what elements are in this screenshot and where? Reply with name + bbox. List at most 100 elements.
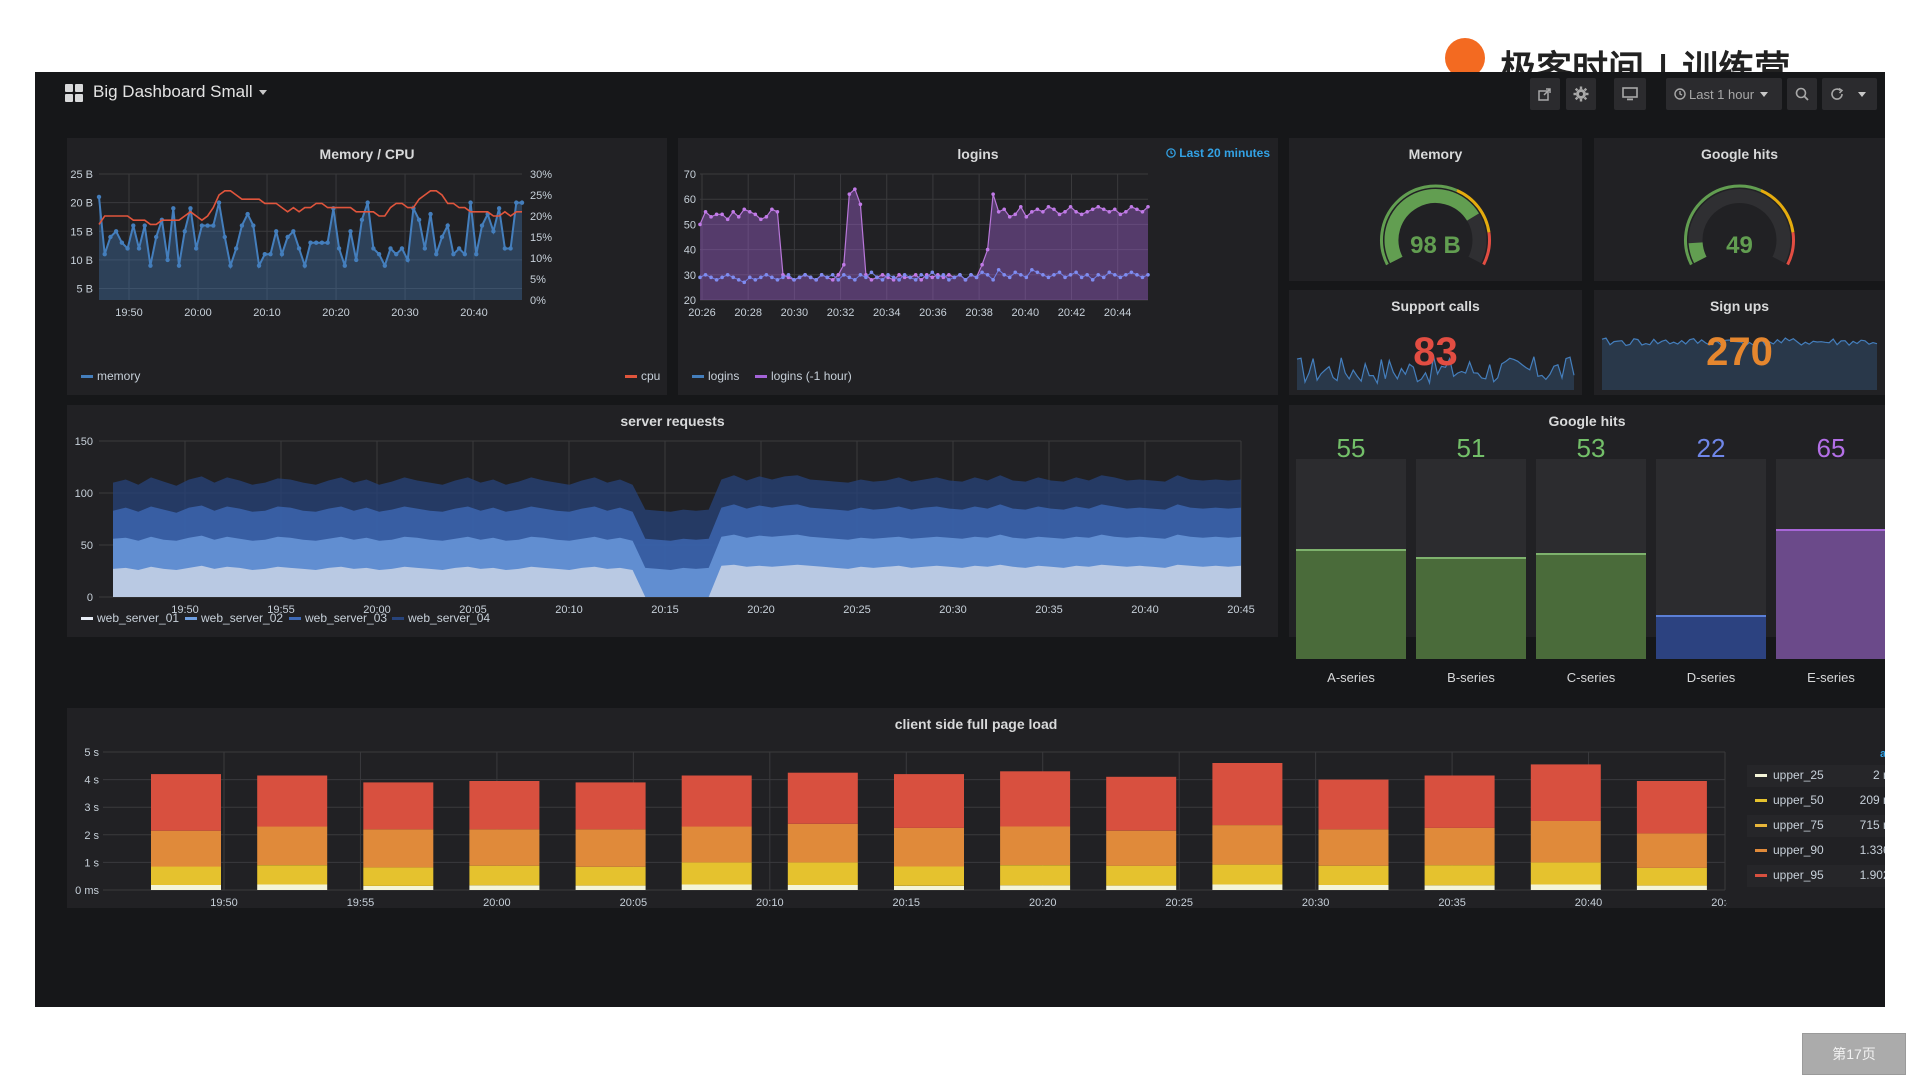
gauge-fill (1688, 241, 1707, 264)
memory-point (182, 229, 187, 234)
memory-point (416, 217, 422, 223)
panel-logins[interactable]: logins Last 20 minutes 70 60 50 40 30 20 20:26… (678, 138, 1278, 395)
memory-cpu-chart[interactable]: 25 B 20 B 15 B 10 B 5 B 30% 25% 20% 15% 10% 5% 0% 19… (67, 138, 667, 395)
x-tick-label: 20:20 (1029, 897, 1057, 908)
logins-prev-point (1052, 273, 1056, 277)
legend-upper-95[interactable]: upper_95 1.902 s (1747, 865, 1885, 887)
logins-point (891, 278, 896, 282)
x-tick-label: 20:40 (1575, 897, 1603, 908)
legend-header-avg[interactable]: avg (1880, 748, 1885, 760)
logins-point (864, 273, 868, 277)
bar-value: 22 (1696, 433, 1726, 463)
panel-memory-cpu[interactable]: Memory / CPU 25 B 20 B 15 B 10 B 5 B 30% 25% 20… (67, 138, 667, 395)
gauge-threshold-yellow (1456, 189, 1491, 233)
panel-sign-ups[interactable]: Sign ups 270 (1594, 290, 1885, 395)
legend-label: logins (-1 hour) (771, 369, 852, 383)
page-load-legend: avg upper_25 2 ms upper_50 209 ms upper_75… (1747, 748, 1885, 908)
refresh-button[interactable] (1822, 78, 1877, 110)
logins-point (924, 273, 929, 277)
legend-logins[interactable]: logins (692, 369, 739, 383)
legend-swatch (755, 375, 767, 379)
y-tick-label: 0 ms (75, 885, 99, 897)
legend-swatch (1755, 874, 1767, 877)
time-picker-button[interactable]: Last 1 hour (1666, 78, 1782, 110)
zoom-out-button[interactable] (1787, 78, 1817, 110)
x-tick-label: 20:42 (1058, 307, 1086, 319)
logins-point (985, 247, 990, 252)
view-mode-button[interactable] (1614, 78, 1646, 110)
dashboard-title[interactable]: Big Dashboard Small (93, 82, 267, 102)
logins-point (1063, 210, 1067, 214)
upper-50-bar (1318, 865, 1389, 885)
upper-50-bar (787, 862, 858, 885)
logins-prev-point (753, 278, 758, 282)
gauge-track (1688, 189, 1791, 264)
y2-tick-label: 30% (530, 169, 552, 181)
logins-prev-point (941, 273, 946, 277)
logins-prev-point (808, 275, 813, 280)
upper-95-bar (1212, 763, 1283, 826)
panel-page-load[interactable]: client side full page load 5 s 4 s 3 s 2 s 1… (67, 708, 1885, 908)
legend-upper-50[interactable]: upper_50 209 ms (1747, 790, 1885, 812)
upper-25-bar (257, 884, 328, 890)
x-tick-label: 20:00 (363, 604, 391, 616)
legend-web-server-02[interactable]: web_server_02 (185, 611, 283, 625)
dashboard-grid-icon[interactable] (65, 84, 83, 102)
sparkline-area (1297, 356, 1574, 390)
x-tick-label: 20:15 (893, 897, 921, 908)
logins-prev-point (698, 275, 702, 280)
legend-swatch (81, 375, 93, 379)
logins-prev-point (947, 278, 951, 282)
memory-point (285, 234, 290, 240)
upper-25-bar (1424, 885, 1495, 890)
logins-prev-point (958, 273, 962, 277)
memory-point (142, 223, 147, 228)
logins-prev-point (880, 278, 885, 282)
sparkline-line (1296, 355, 1575, 386)
gauge-fill (1384, 189, 1479, 264)
memory-point (188, 206, 193, 211)
upper-25-bar (575, 885, 646, 890)
memory-point (131, 223, 136, 228)
memory-point (394, 251, 399, 257)
x-tick-label: 20:05 (459, 604, 487, 616)
memory-point (336, 246, 342, 251)
y-tick-label: 25 B (70, 169, 93, 181)
legend-web-server-04[interactable]: web_server_04 (392, 611, 490, 625)
panel-server-requests[interactable]: server requests 150 100 50 0 19:50 19:55 20:00… (67, 405, 1278, 637)
chevron-down-icon (1760, 91, 1769, 97)
legend-upper-25[interactable]: upper_25 2 ms (1747, 765, 1885, 787)
server-requests-chart[interactable]: 150 100 50 0 19:50 19:55 20:00 20:05 20:10 20:15 2… (67, 405, 1278, 637)
legend-memory[interactable]: memory (81, 369, 140, 383)
legend-logins-prev[interactable]: logins (-1 hour) (755, 369, 852, 383)
memory-point (371, 246, 376, 251)
upper-95-bar (1424, 775, 1495, 828)
legend-upper-75[interactable]: upper_75 715 ms (1747, 815, 1885, 837)
upper-75-bar (1424, 827, 1495, 866)
memory-point (348, 229, 353, 234)
panel-google-hits-bars[interactable]: Google hits 55 A-series 51 B-series 53 C-seri… (1289, 405, 1885, 685)
page-load-chart[interactable]: 5 s 4 s 3 s 2 s 1 s 0 ms 19:50 19:55 20:00 20:05 2… (67, 708, 1727, 908)
panel-support-calls[interactable]: Support calls 83 (1289, 290, 1582, 395)
panel-google-hits-gauge[interactable]: Google hits 49 (1594, 138, 1885, 281)
clock-icon (1674, 88, 1686, 100)
settings-button[interactable] (1566, 78, 1596, 110)
logins-prev-point (974, 275, 979, 280)
share-button[interactable] (1530, 78, 1560, 110)
panel-memory-gauge[interactable]: Memory 98 B (1289, 138, 1582, 281)
x-tick-label: 20:32 (827, 307, 855, 319)
upper-95-bar (1636, 781, 1707, 834)
legend-web-server-01[interactable]: web_server_01 (81, 611, 179, 625)
logins-prev-point (1074, 270, 1078, 275)
x-tick-label: 19:55 (347, 897, 375, 908)
memory-point (399, 246, 405, 251)
legend-web-server-03[interactable]: web_server_03 (289, 611, 387, 625)
logins-prev-point (836, 278, 841, 282)
legend-cpu[interactable]: cpu (625, 369, 660, 383)
legend-upper-90[interactable]: upper_90 1.336 s (1747, 840, 1885, 862)
legend-swatch (289, 617, 301, 621)
memory-point (314, 240, 319, 245)
y-tick-label: 60 (684, 194, 696, 206)
logins-point (764, 215, 769, 219)
